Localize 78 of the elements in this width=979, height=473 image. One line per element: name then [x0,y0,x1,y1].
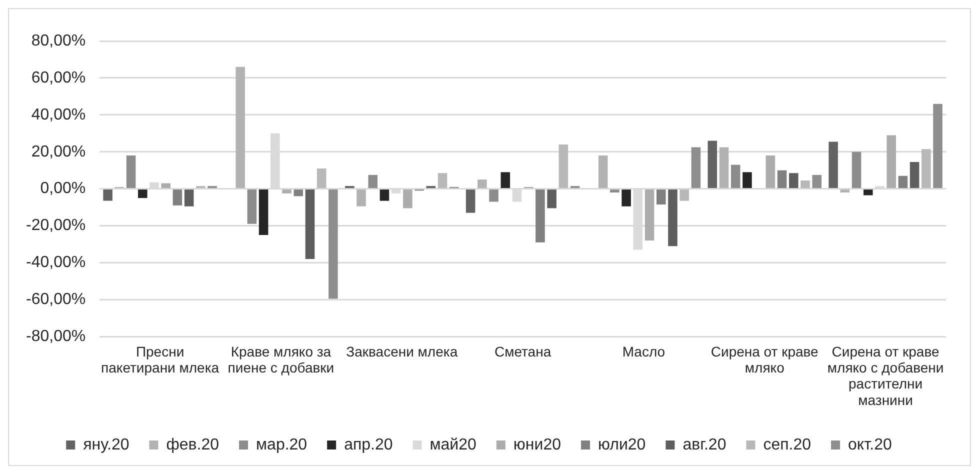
bar [610,190,620,192]
bar [403,190,412,208]
bar [922,149,931,188]
bar [910,162,920,188]
legend-label: яну.20 [83,436,130,454]
y-tick-label: -60,00% [26,291,86,308]
bar [282,190,292,194]
bar [500,172,510,188]
x-tick-label: Масло [622,344,666,360]
bar [489,190,498,202]
y-tick-label: -20,00% [26,217,86,234]
bar [126,156,136,188]
x-tick-label: Заквасени млека [346,344,458,360]
bar [656,190,666,205]
legend-label: окт.20 [848,436,892,454]
bar [184,190,194,206]
x-tick-label: Сирена от краве мляко [710,344,819,376]
bar [828,142,838,188]
bar [478,180,487,188]
bar [138,190,148,198]
bar [356,190,366,206]
bar [886,135,896,188]
y-tick-label: -40,00% [26,254,86,272]
bar [840,190,850,192]
legend-label: апр.20 [344,436,393,454]
y-tick-label: 20,00% [31,143,86,160]
x-tick-label: Краве мляко за пиене с добавки [228,344,334,376]
legend-label: мар.20 [256,436,308,454]
x-tick-label: Сметана [494,344,552,360]
bar [380,190,390,201]
bar [558,144,568,188]
bar [368,174,378,188]
bar [294,190,304,196]
bar [719,147,729,188]
bar [438,173,448,188]
legend-label: юни20 [513,436,562,454]
bar [680,190,689,201]
y-tick-label: 80,00% [31,32,86,50]
bar [236,66,245,188]
x-tick-label: Пресни пакетирани млека [101,344,220,376]
legend-label: фев.20 [166,436,220,454]
legend-label: юли20 [598,436,646,454]
legend-label: сеп.20 [763,436,812,454]
bar [742,172,752,188]
bar [103,190,112,201]
bar [316,168,326,188]
y-tick-label: 0,00% [40,180,86,198]
bar [691,147,701,188]
bar [305,190,315,260]
bar [466,190,476,213]
bar [622,190,631,206]
bar [161,183,170,188]
y-tick-label: -80,00% [26,328,86,346]
bar [247,190,257,224]
bar [328,190,338,299]
legend-label: май20 [430,436,477,454]
y-tick-label: 60,00% [31,69,86,86]
bar [536,190,545,242]
bar [800,180,810,188]
bar [258,190,268,235]
bar [777,170,787,188]
bar [730,164,740,188]
legend-label: авг.20 [682,436,726,454]
y-tick-label: 40,00% [31,106,86,124]
bar [766,156,776,188]
bar [668,190,678,246]
bar [898,176,908,188]
bar [598,156,608,188]
bar [172,190,182,206]
bar [708,140,718,188]
bar [933,104,942,188]
bar [852,152,862,188]
x-tick-label: Сирена от краве мляко с добавени растителни мазнини [827,344,944,408]
bar [547,190,556,208]
bar [863,190,873,196]
bar [812,174,822,188]
bar [644,190,654,241]
bar [789,173,798,188]
